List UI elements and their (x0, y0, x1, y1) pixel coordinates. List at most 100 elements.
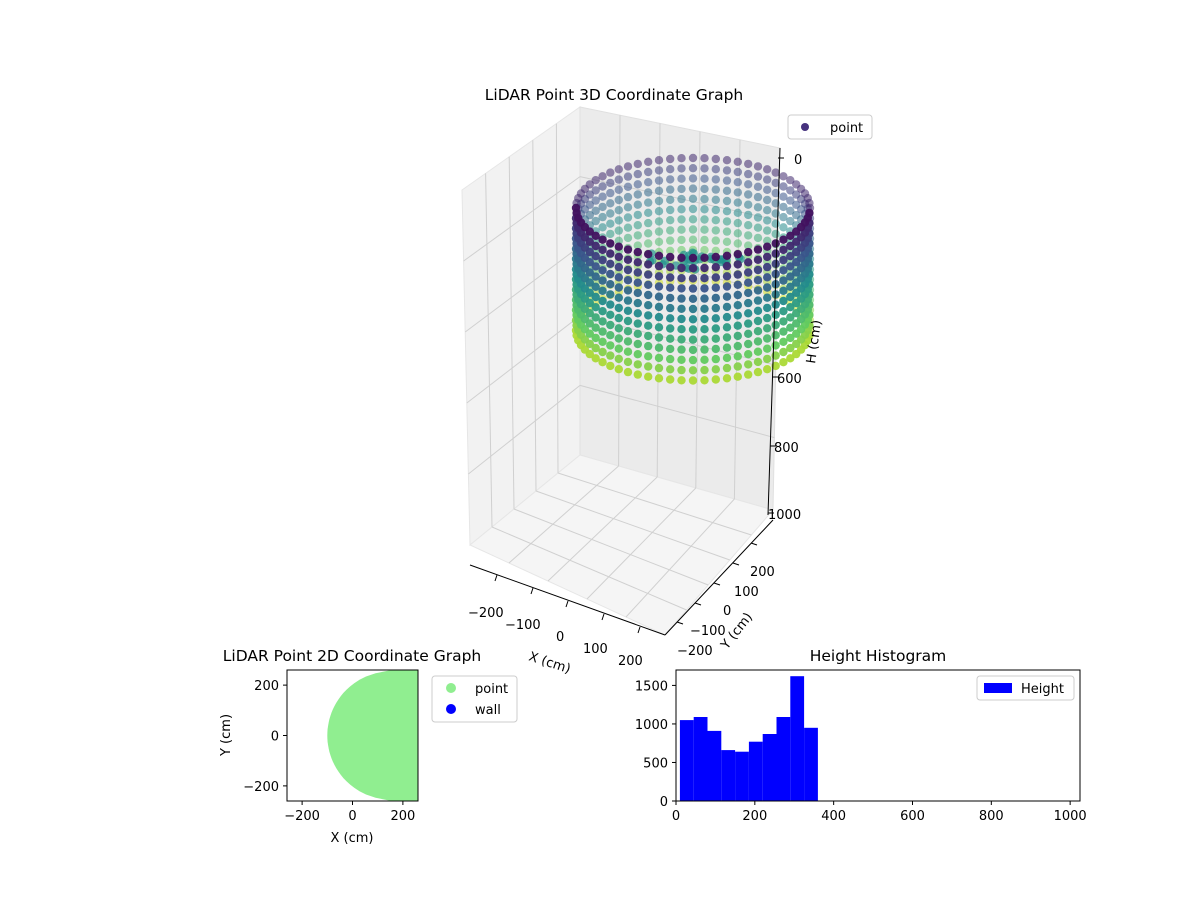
cloud-point (734, 178, 742, 186)
cloud-point (772, 300, 780, 308)
cloud-point (615, 314, 623, 322)
legend-label-point: point (830, 121, 863, 136)
cloud-point (644, 209, 652, 217)
cloud-point (634, 160, 642, 168)
cloud-point (772, 230, 780, 238)
cloud-point (689, 376, 697, 384)
cloud-point (606, 321, 614, 329)
cloud-point (763, 196, 771, 204)
cloud-point (634, 360, 642, 368)
cloud-point (700, 215, 708, 223)
cloud-point (712, 185, 720, 193)
cloud-point (677, 215, 685, 223)
cloud-point (666, 236, 674, 244)
cloud-point (689, 315, 697, 323)
histogram-x-tick-label: 600 (900, 809, 925, 824)
cloud-point (734, 158, 742, 166)
histogram-x-tick-label: 0 (672, 809, 680, 824)
cloud-point (598, 297, 606, 305)
cloud-point (689, 305, 697, 313)
cloud-point (655, 344, 663, 352)
cloud-point (744, 221, 752, 229)
h-tick-label: 600 (777, 372, 802, 387)
cloud-point (606, 311, 614, 319)
h-tick-800: 800 (770, 441, 799, 456)
cloud-point (655, 354, 663, 362)
cloud-point (677, 264, 685, 272)
cloud-point (666, 155, 674, 163)
cloud-point (734, 219, 742, 227)
cloud-point (700, 226, 708, 234)
cloud-point (754, 224, 762, 232)
cloud-point (634, 258, 642, 266)
cloud-point (723, 197, 731, 205)
cloud-point (615, 283, 623, 291)
cloud-point (700, 195, 708, 203)
cloud-point (754, 337, 762, 345)
cloud-point (606, 270, 614, 278)
cloud-point (744, 160, 752, 168)
cloud-point (754, 162, 762, 170)
cloud-point (744, 248, 752, 256)
cloud-point (615, 365, 623, 373)
cloud-point (754, 296, 762, 304)
cloud-point (655, 187, 663, 195)
cloud-point (644, 219, 652, 227)
cloud-point (624, 266, 632, 274)
legend-marker-point (801, 123, 809, 131)
histogram-y-tick-label: 500 (643, 756, 668, 771)
cloud-point (744, 231, 752, 239)
cloud-point (763, 345, 771, 353)
cloud-point (723, 207, 731, 215)
cloud-point (615, 324, 623, 332)
cloud-point (689, 254, 697, 262)
cloud-point (689, 184, 697, 192)
cloud-point (644, 332, 652, 340)
cloud-point (598, 317, 606, 325)
cloud-point (624, 348, 632, 356)
cloud-point (644, 311, 652, 319)
cloud-point (677, 195, 685, 203)
cloud-point (744, 211, 752, 219)
cloud-point (700, 205, 708, 213)
cloud-point (763, 314, 771, 322)
cloud-point (655, 156, 663, 164)
cloud-point (615, 216, 623, 224)
cloud-point (624, 162, 632, 170)
cloud-point (734, 322, 742, 330)
legend-label-point: point (475, 682, 508, 697)
cloud-point (634, 309, 642, 317)
cloud-point (655, 333, 663, 341)
cloud-point (763, 253, 771, 261)
cloud-point (689, 164, 697, 172)
cloud-point (644, 229, 652, 237)
cloud-point (666, 273, 674, 281)
cloud-point (634, 330, 642, 338)
cloud-point (677, 254, 685, 262)
cloud-point (644, 362, 652, 370)
cloud-point (763, 273, 771, 281)
cloud-point (606, 239, 614, 247)
cloud-point (763, 186, 771, 194)
cloud-point (624, 224, 632, 232)
x-tick-label: 200 (618, 654, 643, 669)
cloud-point (723, 272, 731, 280)
x-tick-100: 100 (583, 614, 608, 657)
cloud-point (744, 180, 752, 188)
cloud-point (624, 337, 632, 345)
2d-x-axis-label: X (cm) (331, 831, 374, 846)
cloud-point (712, 263, 720, 271)
cloud-point (624, 368, 632, 376)
cloud-point (624, 296, 632, 304)
cloud-point (666, 324, 674, 332)
cloud-point (712, 294, 720, 302)
cloud-point (723, 293, 731, 301)
cloud-point (744, 299, 752, 307)
cloud-point (634, 180, 642, 188)
cloud-point (700, 305, 708, 313)
cloud-point (606, 290, 614, 298)
cloud-point (734, 198, 742, 206)
cloud-point (615, 175, 623, 183)
cloud-point (677, 284, 685, 292)
cloud-point (644, 198, 652, 206)
